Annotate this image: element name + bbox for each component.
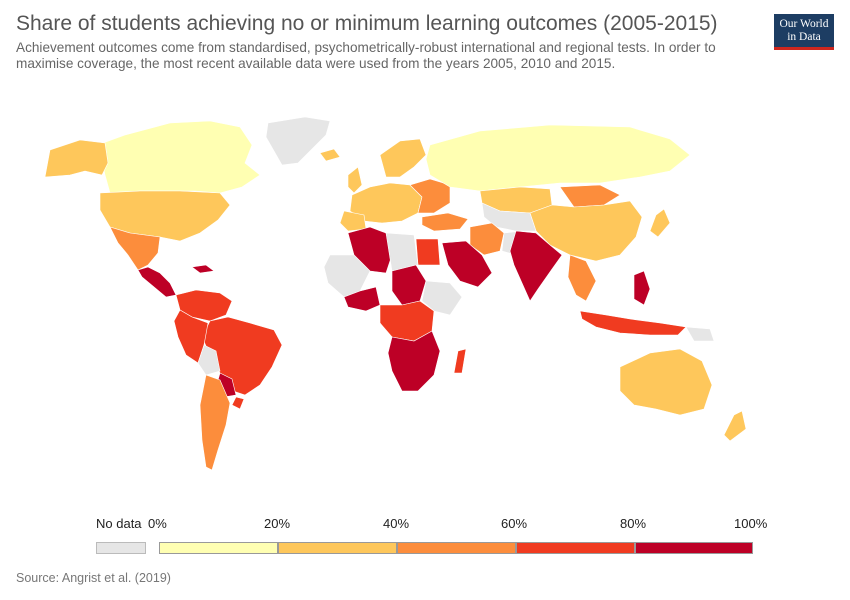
legend-no-data-swatch[interactable]	[96, 542, 146, 554]
country-southeast-asia[interactable]	[567, 254, 597, 302]
country-caribbean[interactable]	[191, 264, 215, 274]
country-mongolia[interactable]	[559, 184, 621, 208]
country-central-asia[interactable]	[481, 202, 537, 232]
legend-tick-20: 20%	[264, 516, 291, 531]
country-bolivia[interactable]	[197, 344, 221, 376]
country-central-america[interactable]	[137, 266, 177, 298]
country-iberia[interactable]	[339, 210, 367, 232]
country-papua[interactable]	[685, 326, 715, 342]
legend-tick-0: 0%	[148, 516, 167, 531]
legend-bin-0-20[interactable]	[159, 542, 278, 554]
legend-tick-80: 80%	[620, 516, 647, 531]
country-madagascar[interactable]	[453, 348, 467, 374]
country-australia[interactable]	[619, 348, 713, 416]
country-greenland[interactable]	[265, 116, 331, 166]
logo-line-2: in Data	[787, 31, 821, 43]
country-japan[interactable]	[649, 208, 671, 238]
country-iceland[interactable]	[319, 148, 341, 162]
country-argentina[interactable]	[199, 374, 231, 471]
country-russia[interactable]	[425, 124, 691, 192]
legend-tick-100: 100%	[734, 516, 768, 531]
country-uruguay[interactable]	[231, 396, 245, 410]
legend-no-data-label: No data	[96, 516, 142, 531]
country-philippines[interactable]	[633, 270, 651, 306]
legend-bin-40-60[interactable]	[397, 542, 516, 554]
country-libya[interactable]	[385, 232, 419, 272]
legend-bin-80-100[interactable]	[635, 542, 753, 554]
owid-logo[interactable]: Our World in Data	[774, 14, 834, 50]
country-canada[interactable]	[91, 120, 261, 194]
legend-tick-60: 60%	[501, 516, 528, 531]
legend-bin-60-80[interactable]	[516, 542, 635, 554]
chart-subtitle: Achievement outcomes come from standardi…	[16, 40, 716, 71]
country-alaska[interactable]	[44, 139, 109, 178]
country-sudan[interactable]	[391, 264, 427, 306]
country-mexico[interactable]	[109, 226, 161, 271]
country-egypt[interactable]	[415, 238, 441, 266]
country-indonesia[interactable]	[579, 310, 687, 336]
chart-title: Share of students achieving no or minimu…	[16, 12, 718, 35]
logo-line-1: Our World	[779, 18, 829, 30]
country-eastern-europe[interactable]	[409, 178, 451, 214]
country-scandinavia[interactable]	[379, 138, 427, 178]
country-uk[interactable]	[347, 166, 363, 194]
color-legend: No data 0% 20% 40% 60% 80% 100%	[0, 510, 850, 560]
country-new-zealand[interactable]	[723, 410, 747, 442]
country-saudi-arabia[interactable]	[441, 240, 493, 288]
country-southern-africa[interactable]	[387, 330, 441, 392]
country-horn-of-africa[interactable]	[421, 280, 463, 316]
world-map[interactable]	[30, 105, 800, 485]
source-note: Source: Angrist et al. (2019)	[16, 571, 171, 585]
legend-bin-20-40[interactable]	[278, 542, 397, 554]
country-turkey[interactable]	[421, 212, 469, 232]
country-india[interactable]	[509, 230, 563, 302]
legend-tick-40: 40%	[383, 516, 410, 531]
